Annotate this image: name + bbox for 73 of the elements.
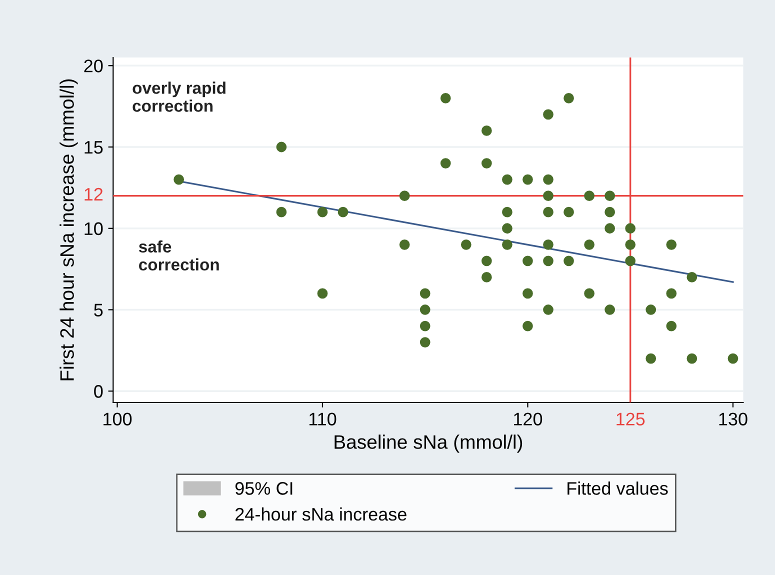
point [481, 256, 492, 266]
point [420, 320, 430, 332]
point [564, 206, 574, 218]
point [604, 206, 616, 218]
point [584, 288, 594, 299]
point [481, 126, 492, 136]
point [440, 158, 451, 168]
legend-label: 95% CI [235, 482, 292, 495]
point [502, 206, 512, 218]
point [543, 206, 554, 218]
point [460, 239, 472, 250]
point [625, 223, 636, 234]
point [646, 353, 656, 364]
y-tick-label: 15 [84, 141, 103, 154]
point [564, 256, 574, 266]
point [502, 239, 512, 250]
point [625, 256, 636, 266]
ref-line-label: 12 [84, 188, 103, 200]
point [584, 239, 594, 250]
point [317, 288, 328, 299]
y-axis-title: First 24 hour sNa increase (mmol/l) [60, 79, 78, 380]
point [584, 190, 594, 202]
point [276, 142, 287, 152]
annotation: overly rapid correction [132, 82, 226, 112]
point [522, 174, 533, 185]
point [481, 158, 492, 168]
x-tick-label: 130 [719, 412, 748, 426]
point [666, 288, 677, 299]
legend-label: 24-hour sNa increase [236, 507, 406, 521]
point [604, 223, 616, 234]
point [420, 288, 430, 299]
y-tick-label: 5 [94, 304, 103, 316]
x-axis-title: Baseline sNa (mmol/l) [334, 434, 522, 453]
point [728, 353, 738, 364]
point [543, 304, 554, 315]
point [625, 239, 636, 250]
point [399, 239, 410, 250]
point [481, 272, 492, 282]
point [174, 174, 184, 185]
point [564, 92, 574, 104]
point [543, 109, 554, 120]
point [666, 239, 677, 250]
point [420, 304, 430, 315]
point [276, 206, 287, 218]
point [666, 320, 677, 332]
y-tick-label: 0 [94, 385, 103, 398]
annotation: safe correction [138, 240, 219, 271]
point [604, 304, 616, 315]
point [317, 206, 328, 218]
point [522, 288, 533, 299]
point [543, 256, 554, 266]
legend-label: Fitted values [568, 482, 668, 495]
point [502, 174, 512, 185]
point [522, 320, 533, 332]
point [522, 256, 533, 266]
point [686, 272, 698, 282]
x-tick-label: 100 [104, 412, 132, 426]
point [646, 304, 656, 315]
point [604, 190, 616, 202]
point [399, 190, 410, 202]
point [686, 353, 698, 364]
point [440, 92, 451, 104]
point [502, 223, 512, 234]
x-tick-label: 120 [514, 412, 542, 426]
y-tick-label: 20 [84, 60, 103, 72]
point [543, 174, 554, 185]
x-tick-label: 110 [309, 412, 336, 426]
point [543, 239, 554, 250]
point [420, 337, 430, 348]
y-tick-label: 10 [84, 222, 103, 236]
ref-line-label: 125 [616, 412, 645, 426]
point [338, 206, 348, 218]
point [543, 190, 554, 202]
